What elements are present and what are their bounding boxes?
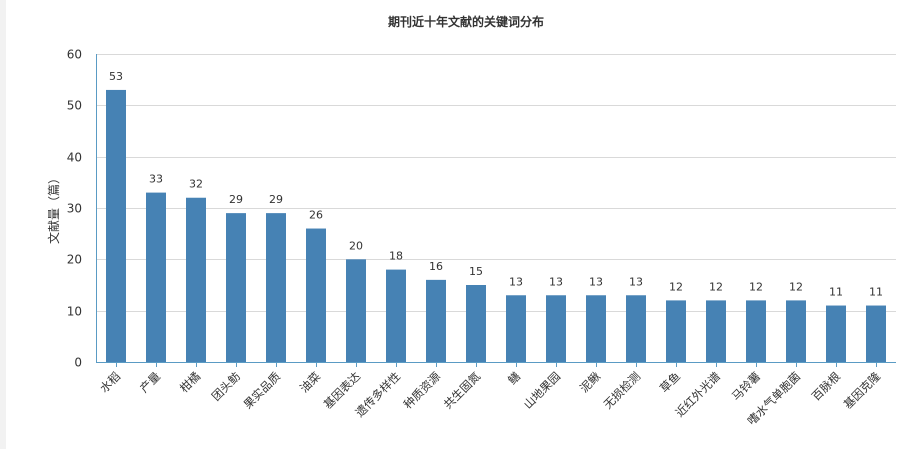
x-tick-label-8: 种质资源	[401, 369, 444, 412]
data-label-6: 20	[349, 239, 363, 252]
data-label-15: 12	[709, 280, 723, 293]
bar-1[interactable]	[146, 192, 166, 362]
bar-17[interactable]	[786, 300, 806, 362]
bar-18[interactable]	[826, 305, 846, 362]
bar-15[interactable]	[706, 300, 726, 362]
y-tick-label-4: 40	[67, 151, 82, 165]
x-tick-label-19: 基因克隆	[841, 369, 884, 412]
data-label-10: 13	[509, 275, 523, 288]
x-tick-label-3: 团头鲂	[209, 369, 243, 403]
bar-3[interactable]	[226, 213, 246, 362]
bar-6[interactable]	[346, 259, 366, 362]
data-label-1: 33	[149, 173, 163, 186]
x-tick-label-14: 草鱼	[657, 369, 683, 395]
grid-lines	[96, 54, 896, 312]
bar-10[interactable]	[506, 295, 526, 362]
bar-8[interactable]	[426, 279, 446, 362]
y-tick-label-5: 50	[67, 99, 82, 113]
y-tick-label-3: 30	[67, 202, 82, 216]
data-label-3: 29	[229, 193, 243, 206]
data-label-9: 15	[469, 265, 483, 278]
x-tick-label-1: 产量	[137, 369, 163, 395]
bar-19[interactable]	[866, 305, 886, 362]
data-label-17: 12	[789, 280, 803, 293]
y-tick-label-2: 20	[67, 253, 82, 267]
x-tick-label-4: 果实品质	[241, 369, 283, 411]
x-tick-label-9: 共生固氮	[441, 369, 484, 412]
bar-9[interactable]	[466, 285, 486, 362]
x-tick-label-11: 山地果园	[521, 369, 563, 411]
x-tick-label-13: 无损检测	[601, 369, 643, 411]
x-tick-label-18: 百脉根	[809, 369, 844, 404]
data-label-13: 13	[629, 275, 643, 288]
bar-0[interactable]	[106, 89, 126, 362]
x-tick-label-5: 油菜	[297, 369, 324, 396]
data-label-18: 11	[829, 286, 843, 299]
bar-5[interactable]	[306, 228, 326, 362]
data-label-16: 12	[749, 280, 763, 293]
data-labels: 53 33 32 29 29 26 20 18 16 15 13 13 13 13 12 12 12 12 11 11	[109, 70, 883, 299]
data-label-5: 26	[309, 209, 323, 222]
y-tick-label-1: 10	[67, 305, 82, 319]
data-label-12: 13	[589, 275, 603, 288]
data-label-19: 11	[869, 286, 883, 299]
x-tick-label-0: 水稻	[97, 369, 123, 395]
x-tick-label-12: 泥鳅	[577, 369, 604, 396]
y-axis-ticks: 0 10 20 30 40 50 60	[67, 48, 82, 370]
x-tick-label-10: 鳝	[505, 369, 523, 387]
y-tick-label-0: 0	[74, 356, 82, 370]
data-label-7: 18	[389, 250, 403, 263]
bar-14[interactable]	[666, 300, 686, 362]
chart-title: 期刊近十年文献的关键词分布	[388, 14, 544, 29]
bar-4[interactable]	[266, 213, 286, 362]
y-axis-label: 文献量（篇）	[46, 172, 61, 244]
data-label-2: 32	[189, 178, 203, 191]
data-label-8: 16	[429, 260, 443, 273]
x-tick-label-16: 马铃薯	[729, 369, 763, 403]
y-tick-label-6: 60	[67, 48, 82, 62]
bar-2[interactable]	[186, 197, 206, 362]
bar-13[interactable]	[626, 295, 646, 362]
x-tick-label-2: 柑橘	[177, 369, 203, 395]
bar-16[interactable]	[746, 300, 766, 362]
left-border-strip	[0, 0, 6, 449]
bar-11[interactable]	[546, 295, 566, 362]
data-label-4: 29	[269, 193, 283, 206]
bar-7[interactable]	[386, 269, 406, 362]
bars	[106, 89, 886, 362]
data-label-0: 53	[109, 70, 123, 83]
data-label-14: 12	[669, 280, 683, 293]
bar-12[interactable]	[586, 295, 606, 362]
axes	[96, 54, 896, 367]
data-label-11: 13	[549, 275, 563, 288]
